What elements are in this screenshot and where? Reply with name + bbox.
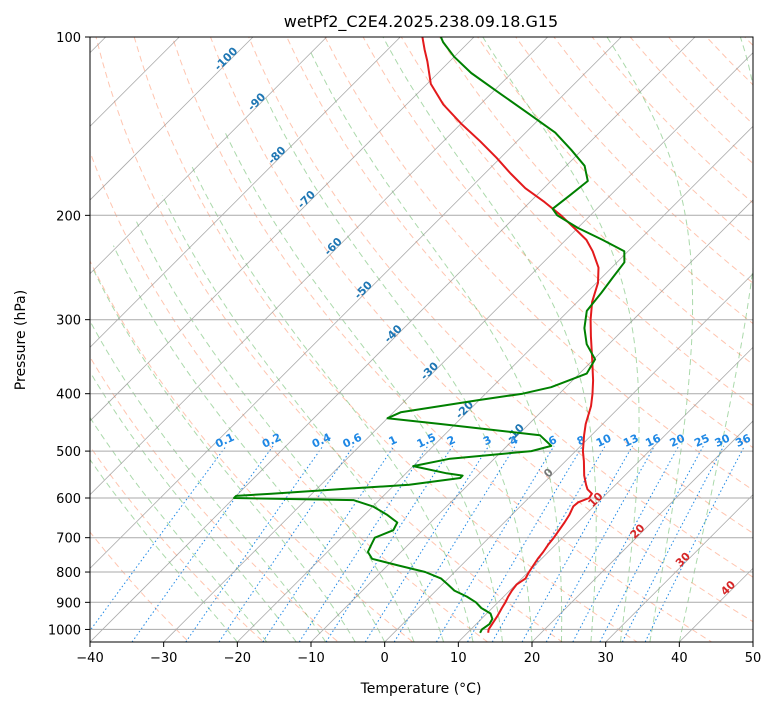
mixing-ratio-label: 10 [594,431,614,449]
dry-adiabat-line [438,37,753,366]
mixing-ratio-label: 13 [621,432,640,450]
isotherm-line [90,37,401,348]
isotherm-line [531,420,753,642]
moist-adiabat-line [263,94,533,642]
mixing-ratio-line [131,445,274,642]
dry-adiabat-line [324,37,753,491]
moist-adiabat-line [191,165,474,642]
x-tick-label: 50 [745,651,762,666]
moist-adiabat-line [678,37,753,642]
isotherm-line [90,37,696,642]
moist-adiabat-line [90,458,238,642]
x-tick-label: −30 [150,651,177,666]
y-tick-label: 700 [56,532,81,547]
temperature-profile-line [421,37,600,633]
mixing-ratio-line [364,445,490,642]
mixing-ratio-line [185,445,324,642]
y-tick-label: 300 [56,314,81,329]
moist-adiabat-line [161,195,445,642]
moist-adiabat-line [91,267,356,642]
mixing-ratio-line [521,445,633,642]
mixing-ratio-label: 25 [692,432,711,450]
mixing-ratio-line [298,445,429,642]
x-tick-label: 20 [524,651,541,666]
mixing-ratio-line [545,445,656,642]
x-tick-label: −40 [76,651,103,666]
x-tick-label: −10 [297,651,324,666]
y-tick-label: 100 [56,31,81,46]
moist-adiabat-line [482,37,640,642]
y-tick-label: 900 [56,596,81,611]
dry-adiabat-line [400,37,753,407]
isotherm-grid [90,37,753,642]
plot-frame [89,36,754,643]
chart-title: wetPf2_C2E4.2025.238.09.18.G15 [284,12,558,32]
mixing-ratio-label: 30 [713,431,733,449]
plot-area: 0.1 0.2 0.4 0.6 1 1.5 2 3 4 6 8 10 13 16 20 25 30 36-100-… [90,37,753,642]
isotherm-line [90,37,254,201]
moist-adiabat-line [382,37,597,642]
mixing-ratio-line [218,445,355,642]
y-axis-label: Pressure (hPa) [13,290,29,390]
isotherm-line [90,37,622,569]
mixing-ratio-line [435,445,555,642]
isotherm-line [310,199,753,642]
x-axis: −40 −30 −20 −10 0 10 20 30 40 50 [76,642,761,666]
moist-adiabat-line [112,245,386,642]
y-tick-label: 600 [56,492,81,507]
x-tick-label: 30 [597,651,614,666]
x-axis-label: Temperature (°C) [360,681,482,697]
isotherm-line [237,125,753,642]
mixing-ratio-label: 36 [733,431,753,449]
y-tick-label: 400 [56,388,81,403]
mixing-ratio-label: 16 [643,431,663,449]
dewpoint-profile-line [233,37,626,634]
isotherm-line [90,37,327,275]
mixing-ratio-line [467,445,584,642]
moist-adiabats [90,37,753,642]
mixing-ratio-lines [90,445,746,642]
mixing-ratio-line [262,445,395,642]
isotherm-line [90,37,548,496]
isotherm-line [384,273,753,642]
y-axis: 100 200 300 400 500 600 700 800 900 1000 [48,31,90,638]
isotherm-line [458,346,753,642]
moist-adiabat-line [136,221,415,642]
x-tick-label: −20 [224,651,251,666]
mixing-ratio-line [644,445,746,642]
y-tick-label: 800 [56,566,81,581]
isotherm-line [605,494,753,642]
x-tick-label: 10 [450,651,467,666]
y-tick-label: 200 [56,209,81,224]
moist-adiabat-line [90,416,268,642]
moist-adiabat-line [309,49,563,642]
y-tick-label: 500 [56,445,81,460]
moist-adiabat-line [606,37,694,642]
isotherm-line [90,37,475,422]
x-tick-label: 40 [671,651,688,666]
moist-adiabat-line [90,320,327,642]
dry-adiabat-line [362,37,753,449]
mixing-ratio-line [621,445,725,642]
sounding-series [233,37,626,634]
mixing-ratio-line [325,445,454,642]
x-tick-label: 0 [381,651,389,666]
y-tick-label: 1000 [48,623,81,638]
isotherm-line [163,52,753,642]
mixing-ratio-label: 20 [668,431,688,449]
